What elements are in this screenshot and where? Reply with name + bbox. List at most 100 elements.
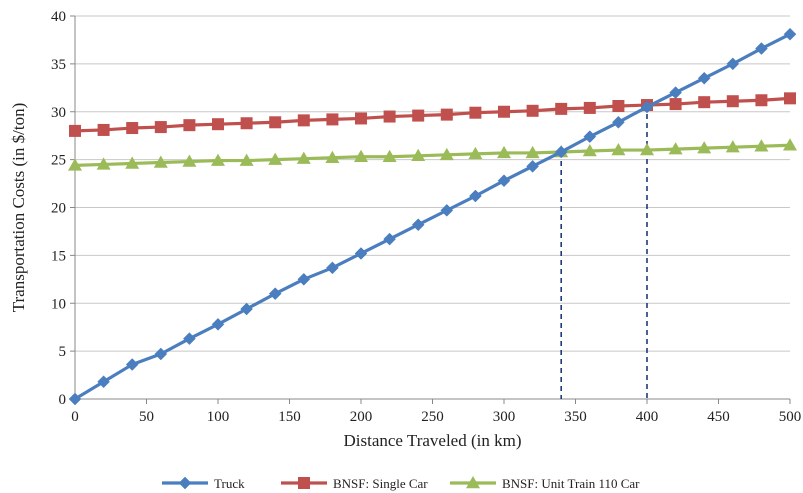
legend-label-truck: Truck [214, 476, 245, 491]
point-truck-320 [526, 159, 539, 173]
y-tick-label-0: 0 [59, 392, 67, 408]
series-line-bnsf-unit-train-110-car [74, 143, 791, 167]
x-tick-label-150: 150 [278, 409, 301, 425]
point-bnsf-unit-train-110-car-180 [325, 150, 340, 163]
point-bnsf-single-car-320 [526, 104, 539, 117]
point-bnsf-single-car-380 [612, 100, 625, 113]
point-bnsf-single-car-20 [97, 123, 110, 136]
legend-marker-truck [178, 476, 192, 490]
legend-label-bnsf-unit-train-110-car: BNSF: Unit Train 110 Car [502, 476, 640, 491]
point-truck-200 [354, 247, 368, 260]
point-bnsf-unit-train-110-car-40 [125, 156, 140, 169]
point-bnsf-single-car-340 [555, 102, 568, 115]
point-truck-420 [669, 86, 682, 99]
point-bnsf-unit-train-110-car-220 [382, 149, 397, 163]
point-bnsf-single-car-260 [440, 108, 453, 121]
point-bnsf-unit-train-110-car-280 [468, 146, 483, 160]
y-tick-label-35: 35 [51, 57, 66, 73]
point-bnsf-single-car-280 [469, 106, 482, 119]
point-bnsf-unit-train-110-car-440 [697, 141, 712, 154]
point-bnsf-unit-train-110-car-360 [582, 144, 597, 157]
y-axis-title: Transportation Costs (in $/ton) [9, 103, 28, 313]
point-truck-180 [326, 261, 339, 275]
point-bnsf-unit-train-110-car-480 [754, 139, 769, 152]
point-bnsf-unit-train-110-car-300 [497, 145, 511, 159]
x-tick-label-100: 100 [207, 409, 230, 425]
x-tick-label-50: 50 [139, 409, 154, 425]
x-tick-label-400: 400 [636, 409, 659, 425]
point-bnsf-single-car-140 [269, 116, 282, 129]
point-bnsf-unit-train-110-car-200 [354, 149, 368, 163]
point-truck-240 [411, 218, 425, 232]
point-bnsf-single-car-40 [126, 122, 139, 135]
y-tick-label-5: 5 [59, 344, 67, 360]
point-bnsf-unit-train-110-car-20 [96, 157, 111, 170]
point-truck-460 [726, 57, 740, 71]
point-bnsf-single-car-300 [498, 105, 510, 118]
point-bnsf-single-car-420 [669, 98, 682, 111]
point-truck-80 [183, 332, 196, 346]
point-bnsf-unit-train-110-car-380 [611, 143, 626, 156]
point-bnsf-unit-train-110-car-80 [182, 154, 197, 167]
point-truck-40 [125, 358, 139, 371]
point-bnsf-single-car-120 [240, 117, 253, 130]
point-truck-260 [440, 204, 454, 217]
point-bnsf-single-car-240 [412, 109, 425, 122]
x-tick-label-350: 350 [564, 409, 587, 425]
x-tick-label-300: 300 [493, 409, 516, 425]
series-line-bnsf-single-car [74, 96, 791, 133]
point-bnsf-unit-train-110-car-60 [153, 155, 168, 168]
series-line-truck [74, 32, 791, 401]
x-axis-title: Distance Traveled (in km) [344, 431, 522, 450]
legend-label-bnsf-single-car: BNSF: Single Car [333, 476, 428, 491]
point-bnsf-single-car-180 [326, 113, 339, 126]
point-bnsf-single-car-200 [355, 112, 367, 125]
point-bnsf-single-car-460 [726, 95, 739, 108]
point-truck-160 [297, 272, 311, 286]
point-bnsf-single-car-60 [154, 121, 167, 134]
point-bnsf-unit-train-110-car-160 [296, 151, 311, 164]
point-bnsf-single-car-100 [212, 118, 224, 131]
x-tick-label-250: 250 [421, 409, 444, 425]
point-bnsf-single-car-160 [297, 114, 310, 127]
point-bnsf-single-car-80 [183, 119, 196, 132]
point-bnsf-unit-train-110-car-320 [525, 145, 540, 159]
point-bnsf-unit-train-110-car-120 [239, 153, 254, 166]
point-truck-100 [211, 317, 225, 331]
point-truck-220 [383, 232, 396, 246]
point-bnsf-unit-train-110-car-140 [268, 152, 283, 165]
y-tick-label-10: 10 [51, 296, 66, 312]
point-bnsf-single-car-360 [583, 101, 596, 114]
y-tick-label-20: 20 [51, 201, 66, 217]
point-truck-0 [68, 392, 82, 406]
point-bnsf-single-car-500 [784, 92, 796, 105]
point-truck-480 [755, 42, 768, 55]
point-truck-300 [497, 174, 511, 188]
point-truck-360 [583, 130, 597, 143]
point-truck-60 [154, 347, 168, 361]
point-bnsf-unit-train-110-car-260 [439, 147, 454, 161]
y-tick-label-30: 30 [51, 105, 66, 121]
point-bnsf-unit-train-110-car-0 [68, 158, 82, 171]
point-truck-500 [783, 27, 797, 41]
y-tick-label-25: 25 [51, 153, 66, 169]
point-bnsf-unit-train-110-car-500 [783, 138, 797, 151]
legend-marker-bnsf-single-car [298, 477, 310, 489]
point-bnsf-single-car-220 [383, 110, 396, 123]
point-truck-120 [240, 302, 253, 316]
y-tick-label-40: 40 [51, 9, 66, 25]
point-truck-440 [697, 71, 711, 85]
point-bnsf-unit-train-110-car-460 [725, 140, 740, 153]
x-tick-label-200: 200 [350, 409, 373, 425]
point-bnsf-single-car-440 [698, 96, 711, 109]
point-truck-140 [268, 287, 282, 301]
point-bnsf-single-car-0 [69, 124, 81, 137]
x-tick-label-450: 450 [707, 409, 730, 425]
point-bnsf-unit-train-110-car-240 [411, 148, 426, 162]
legend-marker-bnsf-unit-train-110-car [466, 476, 480, 489]
point-truck-340 [554, 145, 568, 159]
point-truck-400 [640, 100, 654, 114]
point-truck-20 [97, 375, 110, 389]
